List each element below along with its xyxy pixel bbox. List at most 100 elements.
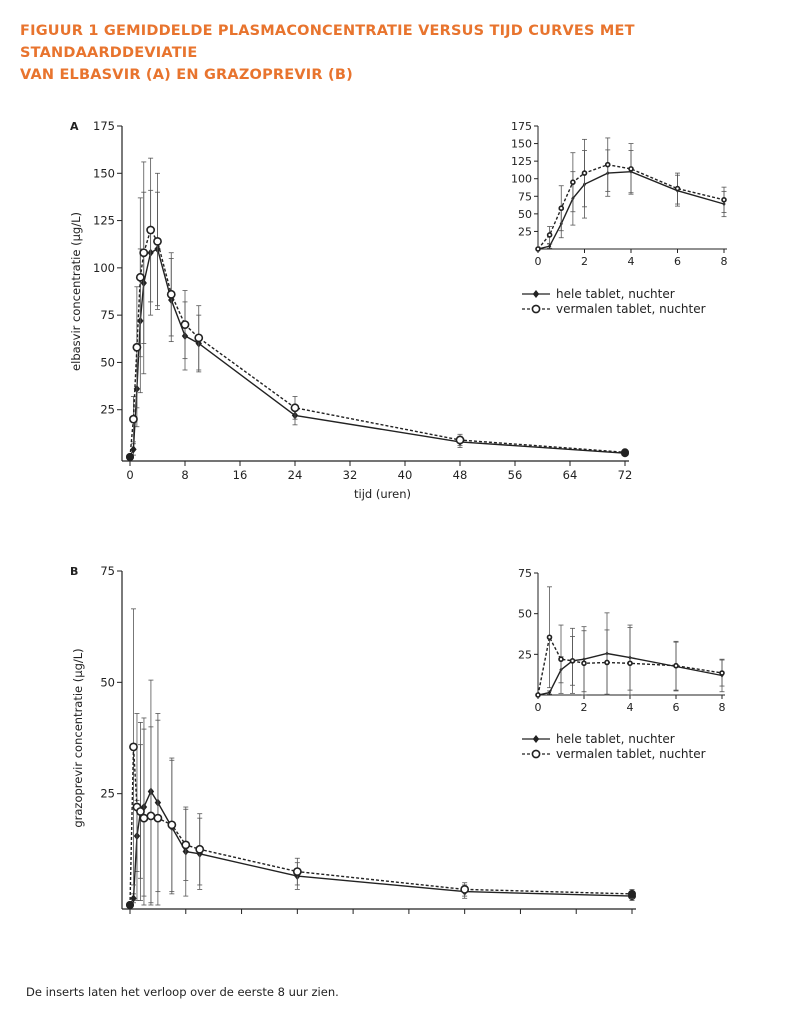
main-series-line — [129, 228, 626, 458]
inset-data-point — [604, 161, 611, 168]
x-tick-label: 72 — [618, 468, 633, 482]
panel-letter: A — [70, 120, 79, 133]
y-axis-label: elbasvir concentratie (µg/L) — [69, 212, 83, 371]
main-data-point — [139, 813, 149, 823]
inset-x-tick-label: 6 — [674, 255, 681, 268]
main-data-point — [139, 248, 149, 258]
figure-title: FIGUUR 1 GEMIDDELDE PLASMACONCENTRATIE V… — [20, 20, 780, 86]
y-tick-label: 25 — [100, 787, 115, 801]
inset-y-tick-label: 75 — [518, 567, 532, 580]
inset-y-tick-label: 125 — [511, 155, 532, 168]
inset-x-tick-label: 4 — [627, 701, 634, 714]
inset-y-tick-label: 50 — [518, 608, 532, 621]
inset-x-tick-label: 8 — [719, 701, 726, 714]
y-axis-label: grazoprevir concentratie (µg/L) — [71, 648, 85, 827]
inset-data-point — [558, 656, 564, 663]
main-data-point — [180, 320, 190, 329]
legend-marker — [532, 290, 540, 298]
inset-data-point — [535, 246, 541, 252]
inset-y-tick-label: 25 — [518, 225, 532, 238]
main-data-point — [146, 225, 156, 235]
inset-data-point — [547, 690, 552, 695]
inset-data-point — [581, 170, 588, 176]
inset-data-point — [674, 185, 681, 192]
panel-letter: B — [70, 565, 78, 578]
inset-data-point — [673, 662, 679, 669]
figure-footnote: De inserts laten het verloop over de eer… — [26, 985, 339, 999]
legend-label: vermalen tablet, nuchter — [556, 747, 706, 761]
main-data-point — [195, 844, 205, 854]
legend-marker — [531, 749, 541, 759]
y-tick-label: 75 — [100, 564, 115, 578]
x-tick-label: 16 — [233, 468, 248, 482]
inset-y-tick-label: 75 — [518, 190, 532, 203]
inset-x-tick-label: 8 — [721, 255, 728, 268]
main-data-point — [153, 813, 163, 823]
legend-marker — [531, 304, 541, 314]
x-tick-label: 24 — [288, 468, 303, 482]
inset-y-tick-label: 175 — [511, 120, 532, 133]
inset-data-point — [546, 634, 553, 641]
inset-data-point — [628, 166, 634, 172]
main-data-point — [621, 448, 629, 457]
inset-data-point — [581, 660, 587, 667]
y-tick-label: 50 — [100, 355, 115, 369]
main-data-point — [129, 742, 138, 752]
inset-data-point — [535, 692, 541, 698]
main-data-point — [146, 811, 156, 821]
main-data-point — [455, 435, 465, 445]
inset-y-tick-label: 50 — [518, 208, 532, 221]
x-axis-label: tijd (uren) — [354, 487, 411, 501]
main-data-point — [628, 889, 636, 898]
legend-label: hele tablet, nuchter — [556, 732, 675, 746]
x-tick-label: 64 — [563, 468, 578, 482]
inset-x-tick-label: 4 — [628, 255, 635, 268]
y-tick-label: 100 — [93, 261, 115, 275]
main-data-point — [130, 445, 137, 454]
x-tick-label: 8 — [181, 468, 188, 482]
inset-data-point — [721, 197, 727, 203]
inset-data-point — [546, 232, 553, 238]
inset-data-point — [627, 660, 633, 667]
figure-title-line-1: FIGUUR 1 GEMIDDELDE PLASMACONCENTRATIE V… — [20, 23, 635, 61]
y-tick-label: 175 — [93, 119, 115, 133]
inset-x-tick-label: 2 — [581, 701, 588, 714]
main-data-point — [292, 867, 302, 876]
main-data-point — [166, 289, 176, 299]
x-tick-label: 48 — [453, 468, 468, 482]
main-data-point — [290, 403, 300, 413]
y-tick-label: 125 — [93, 214, 115, 228]
main-series-line — [129, 789, 633, 906]
inset-x-tick-label: 0 — [535, 701, 542, 714]
inset-y-tick-label: 25 — [518, 648, 532, 661]
main-series-line — [129, 247, 626, 458]
inset-y-tick-label: 150 — [511, 138, 532, 151]
inset-data-point — [569, 658, 576, 664]
main-data-point — [126, 901, 134, 909]
inset-data-point — [548, 243, 552, 249]
x-tick-label: 0 — [126, 468, 133, 482]
inset-x-tick-label: 0 — [535, 255, 542, 268]
main-data-point — [167, 820, 177, 830]
main-series-line — [129, 746, 633, 906]
legend-marker — [532, 735, 540, 743]
inset-data-point — [719, 670, 725, 676]
inset-data-point — [604, 659, 610, 666]
legend-label: hele tablet, nuchter — [556, 287, 675, 301]
inset-data-point — [570, 179, 576, 186]
x-tick-label: 32 — [343, 468, 358, 482]
main-data-point — [126, 453, 134, 461]
legend-label: vermalen tablet, nuchter — [556, 302, 706, 316]
chart-panel-b: B255075081624324048566472tijd (uren)graz… — [70, 564, 726, 914]
figure-title-line-2: VAN ELBASVIR (A) EN GRAZOPREVIR (B) — [20, 67, 353, 83]
main-data-point — [135, 272, 145, 282]
y-tick-label: 150 — [93, 166, 115, 180]
y-tick-label: 25 — [100, 403, 115, 417]
inset-y-tick-label: 100 — [511, 173, 532, 186]
main-data-point — [181, 840, 191, 850]
main-data-point — [129, 414, 138, 424]
main-data-point — [130, 894, 137, 903]
x-tick-label: 40 — [398, 468, 413, 482]
main-data-point — [136, 807, 145, 816]
inset-x-tick-label: 6 — [673, 701, 680, 714]
